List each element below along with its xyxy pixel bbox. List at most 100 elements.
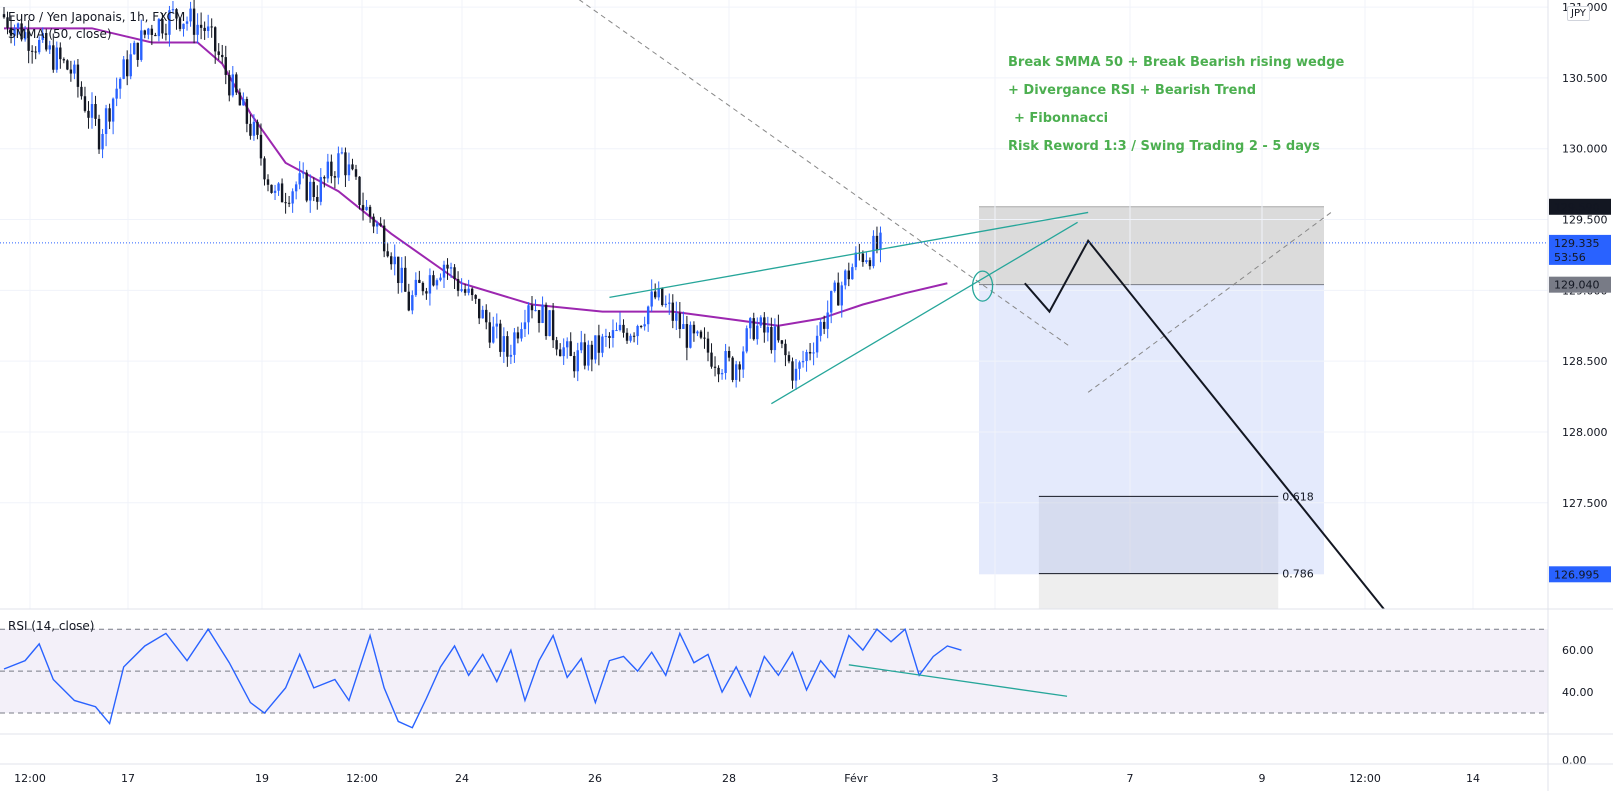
smma-line-path: [4, 27, 948, 327]
candle-body: [214, 27, 217, 52]
candle-body: [495, 323, 498, 327]
currency-badge[interactable]: JPY: [1567, 6, 1590, 21]
rsi-panel[interactable]: [0, 608, 1613, 735]
candle-body: [171, 9, 175, 11]
chart-title: Euro / Yen Japonais, 1h, FXCM: [8, 10, 186, 24]
candle-body: [632, 335, 636, 337]
candle-body: [178, 18, 182, 29]
candle-body: [805, 351, 808, 361]
annotation-line-2: + Divergance RSI + Bearish Trend: [1008, 83, 1256, 98]
target-price-badge: 129.590: [1554, 201, 1600, 214]
candle-body: [499, 323, 502, 352]
candle-body: [699, 331, 703, 338]
candle-body: [372, 216, 375, 227]
candle-body: [59, 47, 62, 60]
candle-body: [689, 324, 692, 348]
candle-body: [291, 191, 294, 204]
candle-body: [6, 17, 9, 28]
time-axis[interactable]: 12:00 17 19 12:00 24 26 28 Févr 3 7 9 12:00 14: [0, 763, 1613, 785]
candle-body: [594, 335, 597, 360]
candle-body: [284, 202, 287, 204]
candle-body: [277, 183, 280, 191]
annotation-line-3: + Fibonnacci: [1014, 111, 1108, 126]
candle-body: [196, 24, 199, 35]
candle-body: [41, 33, 44, 40]
candle-body: [323, 177, 326, 179]
fib-band-618-786: [1038, 496, 1279, 574]
candle-body: [752, 318, 755, 340]
candle-body: [94, 104, 97, 119]
candle-body: [794, 368, 798, 381]
candle-body: [583, 342, 586, 366]
candle-body: [558, 349, 562, 357]
candle-body: [316, 196, 319, 202]
candle-body: [397, 256, 400, 284]
candle-body: [657, 288, 660, 298]
candle-body: [154, 34, 157, 37]
candle-body: [513, 332, 516, 355]
candle-body: [143, 30, 146, 35]
candle-body: [168, 10, 171, 35]
candle-body: [745, 328, 748, 352]
candle-body: [654, 291, 657, 298]
break-circle: [971, 270, 994, 302]
candle-body: [770, 326, 773, 351]
candle-body: [826, 312, 829, 329]
candle-body: [675, 313, 678, 321]
candle-body: [192, 8, 196, 35]
candle-body: [16, 23, 20, 29]
annotation-line-4: Risk Reword 1:3 / Swing Trading 2 - 5 da…: [1008, 139, 1320, 154]
candle-body: [249, 123, 252, 136]
stop-price-badge-bg: [1549, 566, 1611, 583]
candle-body: [629, 335, 632, 341]
smma-legend: SMMA (50, close): [8, 27, 112, 41]
candle-body: [45, 33, 48, 50]
candle-body: [798, 362, 801, 369]
candle-body: [682, 324, 685, 329]
time-tick-label: 14: [1466, 772, 1480, 785]
price-tick-label: 128.500: [1562, 355, 1608, 368]
candle-body: [206, 26, 210, 31]
candle-body: [801, 360, 805, 363]
candle-body: [587, 344, 590, 366]
candle-body: [812, 352, 815, 354]
candle-body: [604, 335, 608, 337]
candle-body: [2, 14, 6, 18]
rsi-tick-label: 40.00: [1562, 686, 1594, 699]
candle-body: [562, 347, 565, 357]
candle-body: [185, 21, 189, 24]
candle-body: [840, 285, 843, 306]
candle-body: [502, 336, 506, 352]
price-axis[interactable]: 131.000130.500130.000129.500129.000128.5…: [1547, 0, 1611, 791]
candle-body: [115, 88, 118, 99]
candle-body: [270, 184, 273, 193]
candle-body: [442, 264, 446, 278]
candle-body: [421, 282, 425, 292]
candle-body: [597, 335, 601, 353]
candle-body: [773, 326, 777, 351]
current-price-badge-bg: [1549, 234, 1611, 265]
candle-body: [400, 267, 403, 284]
candle-body: [777, 326, 780, 341]
candle-body: [618, 324, 622, 331]
candle-body: [731, 357, 734, 380]
price-gridlines: [0, 0, 1548, 609]
candle-body: [573, 355, 576, 372]
candle-body: [478, 298, 481, 319]
candle-body: [516, 332, 520, 339]
smma-line: [4, 27, 948, 327]
candle-body: [830, 291, 833, 313]
candle-body: [847, 270, 850, 280]
candle-body: [97, 118, 101, 150]
candle-body: [485, 309, 488, 323]
candle-body: [287, 202, 291, 204]
candle-body: [27, 32, 30, 51]
candle-body: [703, 337, 706, 339]
candle-body: [551, 310, 555, 341]
candle-body: [38, 39, 41, 53]
candle-body: [844, 270, 847, 286]
candle-body: [474, 295, 477, 299]
candle-body: [548, 310, 551, 337]
